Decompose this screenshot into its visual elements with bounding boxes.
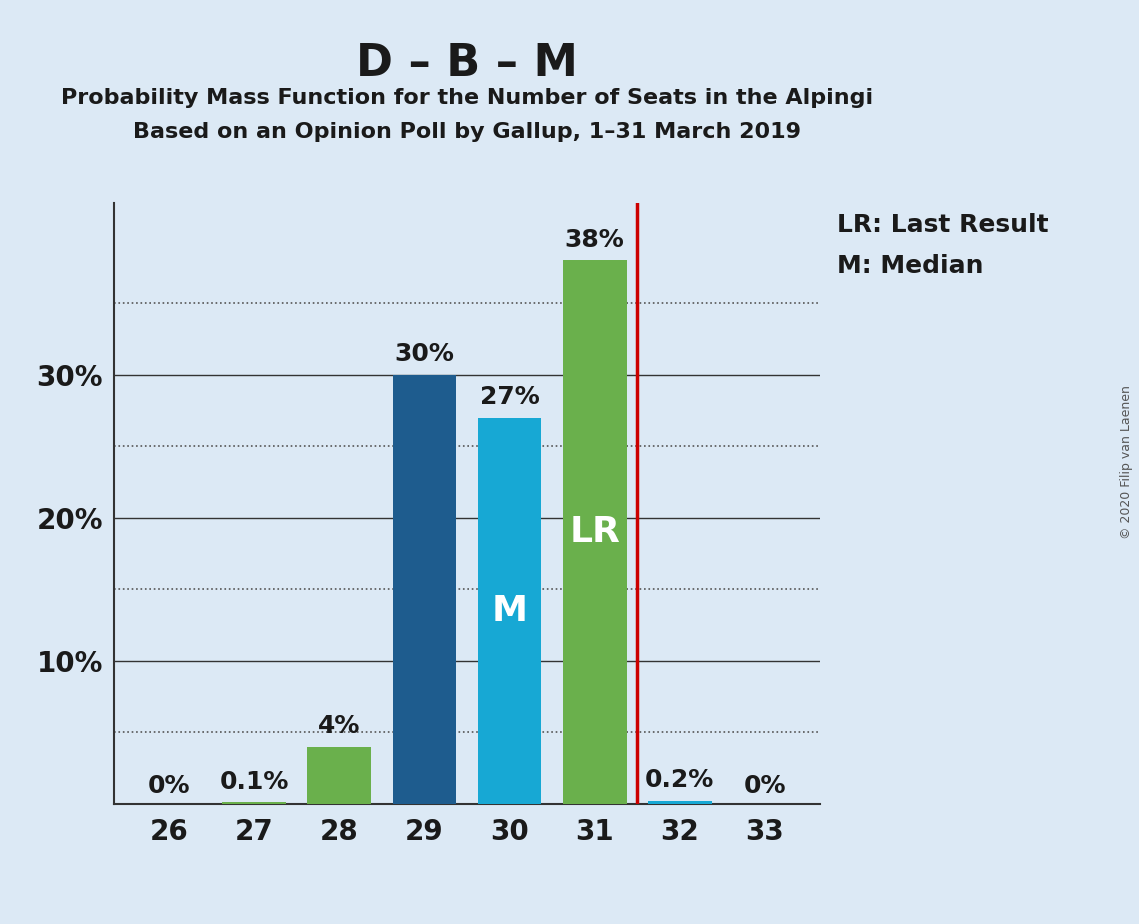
Bar <box>563 261 626 804</box>
Text: 0.1%: 0.1% <box>220 770 289 794</box>
Text: © 2020 Filip van Laenen: © 2020 Filip van Laenen <box>1121 385 1133 539</box>
Text: Based on an Opinion Poll by Gallup, 1–31 March 2019: Based on an Opinion Poll by Gallup, 1–31… <box>133 122 801 142</box>
Text: M: M <box>492 594 527 627</box>
Bar <box>648 801 712 804</box>
Text: LR: Last Result: LR: Last Result <box>837 213 1049 237</box>
Text: 0%: 0% <box>744 774 786 798</box>
Text: LR: LR <box>570 516 620 549</box>
Text: M: Median: M: Median <box>837 254 984 278</box>
Text: 0%: 0% <box>148 774 190 798</box>
Text: 4%: 4% <box>318 714 361 738</box>
Text: 27%: 27% <box>480 385 540 409</box>
Bar <box>477 418 541 804</box>
Text: D – B – M: D – B – M <box>357 42 577 85</box>
Bar <box>393 375 457 804</box>
Bar <box>222 802 286 804</box>
Bar <box>308 747 371 804</box>
Text: 30%: 30% <box>394 342 454 366</box>
Text: Probability Mass Function for the Number of Seats in the Alpingi: Probability Mass Function for the Number… <box>60 88 874 108</box>
Text: 0.2%: 0.2% <box>645 769 714 793</box>
Text: 38%: 38% <box>565 228 624 252</box>
